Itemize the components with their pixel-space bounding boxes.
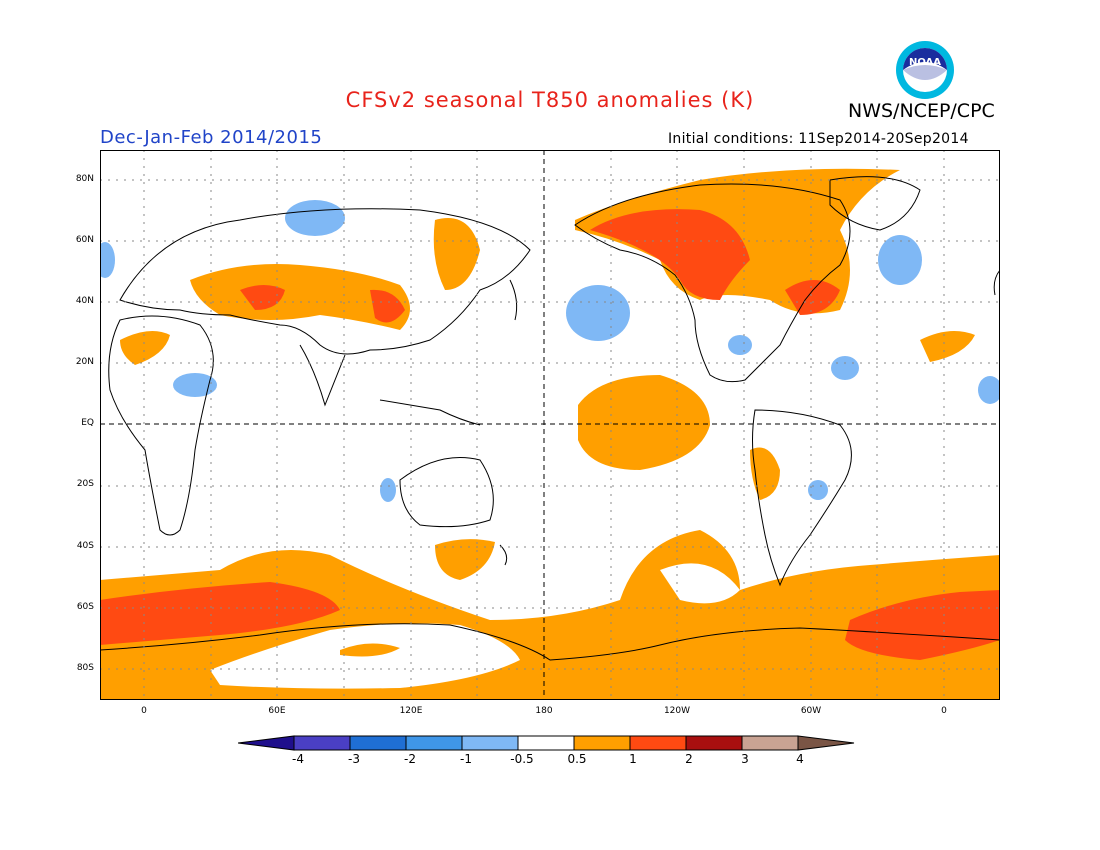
coastlines	[100, 176, 1000, 661]
legend-swatch	[629, 735, 687, 751]
anomaly-region-north-africa	[120, 331, 170, 365]
anomaly-region-eurasia-red-2	[370, 289, 405, 323]
anomaly-region-tropical-atlantic-blue	[831, 356, 859, 380]
anomaly-region-mexico-blue	[728, 335, 752, 355]
legend-swatch	[741, 735, 799, 751]
anomaly-region-sahel-blue	[173, 373, 217, 397]
anomaly-region-north-atlantic-blue	[878, 235, 922, 285]
legend-swatch	[517, 735, 575, 751]
graticule	[100, 150, 1000, 700]
lat-label: 40S	[76, 541, 94, 551]
legend-label: -1	[460, 752, 472, 766]
legend-label: -3	[348, 752, 360, 766]
organization-label: NWS/NCEP/CPC	[848, 100, 995, 122]
legend-label: 4	[796, 752, 804, 766]
lat-label: 60N	[75, 235, 94, 245]
legend-swatch	[349, 735, 407, 751]
noaa-logo: NOAA	[896, 41, 954, 99]
lon-label: 120W	[663, 706, 691, 716]
anomaly-region-canada-red	[590, 209, 750, 300]
anomaly-region-siberia-blue	[285, 200, 345, 236]
legend-label: -4	[292, 752, 304, 766]
chart-title: CFSv2 seasonal T850 anomalies (K)	[0, 88, 1100, 112]
anomaly-region-eurasia-red-1	[240, 285, 285, 310]
legend-label: -2	[404, 752, 416, 766]
anomaly-region-east-asia	[433, 218, 480, 290]
lon-label: 60W	[800, 706, 822, 716]
legend-swatch	[293, 735, 351, 751]
legend-label: -0.5	[510, 752, 534, 766]
lon-label: 120E	[399, 706, 423, 716]
lat-label: EQ	[81, 418, 94, 428]
logo-text: NOAA	[909, 57, 941, 68]
lat-label: 40N	[75, 296, 94, 306]
lon-label: 60E	[268, 706, 286, 716]
legend-swatch	[405, 735, 463, 751]
legend-swatch	[685, 735, 743, 751]
legend-swatch	[797, 735, 855, 751]
season-label: Dec-Jan-Feb 2014/2015	[100, 127, 323, 148]
anomaly-region-eurasia	[190, 264, 410, 330]
lon-label: 180	[535, 706, 553, 716]
legend-label: 1	[629, 752, 637, 766]
anomaly-region-south-america	[750, 447, 780, 500]
lat-label: 20N	[75, 357, 94, 367]
anomaly-region-eastern-us-red	[785, 280, 840, 315]
lon-label: 0	[941, 706, 947, 716]
white-region-south-pacific	[660, 563, 740, 604]
anomaly-region-southern-atlantic-red	[845, 590, 1000, 660]
lon-label: 0	[141, 706, 147, 716]
lat-label: 20S	[76, 479, 94, 489]
reference-lines	[100, 150, 1000, 700]
anomaly-region-southern-indian-red	[100, 582, 340, 645]
anomaly-region-brazil-blue	[808, 480, 828, 500]
legend-label: 0.5	[567, 752, 587, 766]
lat-label: 80S	[76, 663, 94, 673]
anomaly-region-east-africa-blue	[380, 478, 396, 502]
anomaly-region-africa-edge-blue	[978, 376, 1000, 404]
legend-label: 3	[741, 752, 749, 766]
anomaly-region-north-pacific-blue	[566, 285, 630, 341]
anomaly-region-australia-south	[435, 539, 495, 580]
lat-label: 60S	[76, 602, 94, 612]
lat-label: 80N	[75, 174, 94, 184]
legend-label: 2	[685, 752, 693, 766]
legend-swatch	[573, 735, 631, 751]
anomaly-map	[100, 150, 1000, 700]
anomaly-region-atlantic-edge-blue	[100, 242, 115, 278]
white-patch-south	[340, 643, 400, 657]
title-text: CFSv2 seasonal T850 anomalies (K)	[345, 88, 755, 112]
legend-swatch	[238, 735, 295, 751]
anomaly-region-west-africa-right	[920, 331, 975, 362]
color-legend	[238, 735, 855, 751]
initial-conditions-label: Initial conditions: 11Sep2014-20Sep2014	[668, 131, 969, 147]
legend-swatch	[461, 735, 519, 751]
